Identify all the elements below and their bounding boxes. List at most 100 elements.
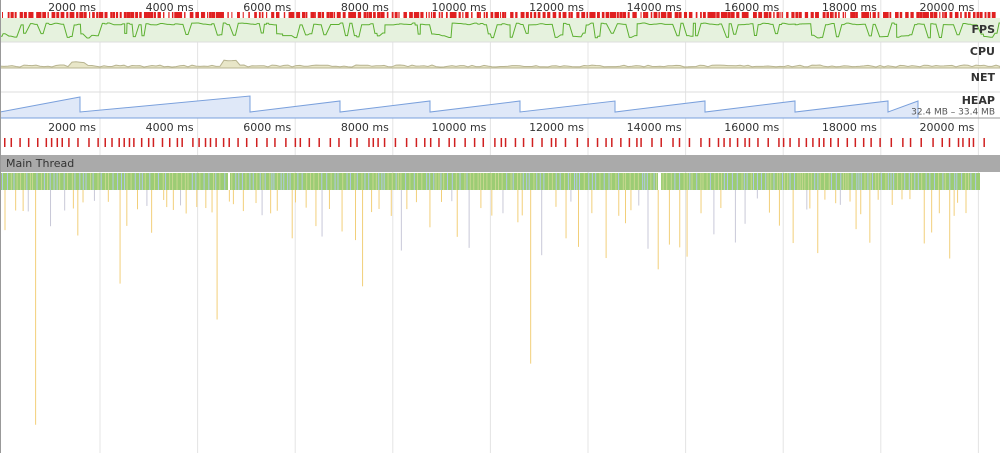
task [169, 173, 171, 190]
task [897, 173, 899, 190]
task [262, 173, 264, 190]
thread-header[interactable] [0, 155, 1000, 172]
frame-marker [702, 12, 706, 18]
task [108, 173, 110, 190]
task [746, 173, 748, 190]
frame-marker [248, 12, 250, 18]
task [354, 173, 356, 190]
frame-marker [476, 12, 480, 18]
task [446, 173, 448, 190]
frame-marker [596, 12, 600, 18]
task [280, 173, 282, 190]
task [714, 173, 716, 190]
frame-marker [869, 12, 871, 18]
frame-marker [781, 12, 783, 18]
frame-marker [438, 138, 440, 147]
frame-marker [533, 12, 537, 18]
frame-marker [962, 138, 964, 147]
task [887, 173, 889, 190]
frame-marker [425, 12, 428, 18]
frame-marker [662, 12, 667, 18]
task [877, 173, 879, 190]
task [595, 173, 597, 190]
frame-marker [747, 12, 749, 18]
frame-marker [368, 12, 372, 18]
frame-marker [861, 12, 865, 18]
frame-marker [842, 12, 845, 18]
task [368, 173, 370, 190]
task [13, 173, 15, 190]
frame-marker [195, 12, 199, 18]
task [67, 173, 69, 190]
frame-marker [42, 12, 47, 18]
task [105, 173, 107, 190]
frame-marker [562, 12, 567, 18]
frame-marker [541, 138, 543, 147]
frame-marker [972, 138, 975, 147]
frame-marker [336, 12, 341, 18]
frame-marker [215, 12, 220, 18]
frame-marker [766, 12, 769, 18]
task [391, 173, 393, 190]
frame-marker [731, 12, 735, 18]
frame-marker [804, 12, 809, 18]
task [409, 173, 411, 190]
frame-marker [342, 12, 346, 18]
frame-marker [609, 12, 614, 18]
tick-label: 20000 ms [919, 121, 974, 134]
task [845, 173, 847, 190]
frame-marker [69, 12, 74, 18]
frame-marker [275, 12, 279, 18]
task [100, 173, 102, 190]
frame-marker [56, 138, 59, 147]
frame-marker [278, 12, 280, 18]
track-label: NET [971, 71, 996, 84]
task [26, 173, 28, 190]
task [24, 173, 26, 190]
task [686, 173, 688, 190]
task [176, 173, 178, 190]
tick-label: 4000 ms [146, 121, 194, 134]
frame-marker [920, 138, 922, 147]
task [36, 173, 38, 190]
task [130, 173, 132, 190]
frame-marker [683, 12, 688, 18]
frame-marker [605, 138, 607, 147]
task [269, 173, 271, 190]
frame-marker [767, 138, 769, 147]
task [252, 173, 254, 190]
frame-marker [299, 138, 302, 147]
task [433, 173, 435, 190]
task [869, 173, 871, 190]
task [709, 173, 711, 190]
frame-marker [218, 12, 223, 18]
task [781, 173, 783, 190]
frame-marker [274, 138, 276, 147]
task [970, 173, 972, 190]
task [477, 173, 479, 190]
frame-marker [50, 138, 53, 147]
task [804, 173, 806, 190]
task [533, 173, 535, 190]
frame-marker [636, 138, 638, 147]
task [789, 173, 791, 190]
task-band [1, 173, 980, 190]
frame-marker [45, 138, 48, 147]
task [157, 173, 159, 190]
frame-marker [394, 138, 397, 147]
task [342, 173, 344, 190]
task [264, 173, 266, 190]
task [349, 173, 351, 190]
frame-marker [520, 12, 525, 18]
frame-marker [348, 12, 352, 18]
task [574, 173, 576, 190]
task [756, 173, 758, 190]
frame-marker [829, 12, 833, 18]
frame-marker [126, 12, 131, 18]
frame-marker [296, 12, 301, 18]
task [683, 173, 685, 190]
frame-marker [147, 138, 150, 147]
frame-marker [515, 12, 518, 18]
task [473, 173, 475, 190]
frame-marker [19, 12, 23, 18]
